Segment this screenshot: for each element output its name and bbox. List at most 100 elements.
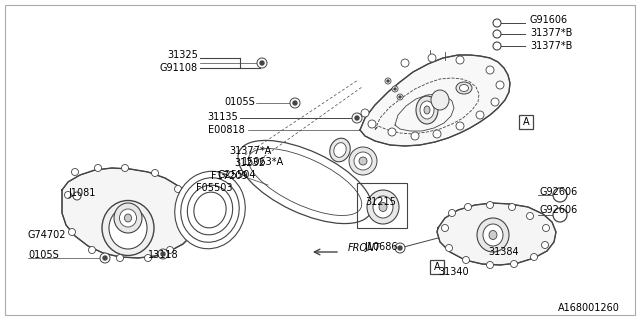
Ellipse shape	[330, 138, 350, 162]
Circle shape	[486, 261, 493, 268]
Circle shape	[456, 56, 464, 64]
Circle shape	[161, 252, 165, 256]
Text: G92606: G92606	[540, 187, 579, 197]
Circle shape	[352, 113, 362, 123]
Circle shape	[531, 253, 538, 260]
Circle shape	[290, 98, 300, 108]
Circle shape	[184, 231, 191, 238]
Circle shape	[399, 96, 401, 98]
Circle shape	[541, 242, 548, 249]
Circle shape	[361, 109, 369, 117]
Circle shape	[493, 19, 501, 27]
Circle shape	[428, 54, 436, 62]
Circle shape	[395, 243, 405, 253]
Circle shape	[486, 66, 494, 74]
Circle shape	[397, 94, 403, 100]
Text: 31384: 31384	[488, 247, 518, 257]
Text: J10686: J10686	[365, 242, 398, 252]
Ellipse shape	[120, 209, 136, 227]
Text: G25504: G25504	[218, 170, 257, 180]
Circle shape	[553, 208, 567, 222]
Circle shape	[511, 260, 518, 268]
Text: 31377*A: 31377*A	[230, 146, 272, 156]
Text: 13118: 13118	[148, 250, 179, 260]
Circle shape	[175, 186, 182, 193]
Circle shape	[293, 101, 297, 105]
Polygon shape	[437, 203, 556, 265]
Circle shape	[392, 86, 398, 92]
Ellipse shape	[114, 203, 142, 233]
Ellipse shape	[431, 90, 449, 110]
Circle shape	[411, 132, 419, 140]
Ellipse shape	[349, 147, 377, 175]
Ellipse shape	[420, 101, 434, 119]
Text: 31325: 31325	[167, 50, 198, 60]
Ellipse shape	[359, 157, 367, 165]
Circle shape	[388, 128, 396, 136]
Circle shape	[493, 30, 501, 38]
Circle shape	[509, 204, 515, 211]
Circle shape	[95, 164, 102, 172]
Text: G91606: G91606	[530, 15, 568, 25]
Ellipse shape	[194, 192, 226, 228]
Circle shape	[394, 88, 396, 90]
Bar	[519, 115, 533, 129]
Text: 0105S: 0105S	[224, 97, 255, 107]
Circle shape	[166, 246, 173, 253]
Ellipse shape	[125, 214, 131, 222]
Ellipse shape	[175, 171, 245, 249]
Circle shape	[456, 122, 464, 130]
Polygon shape	[360, 55, 510, 146]
Bar	[430, 260, 444, 274]
Ellipse shape	[354, 152, 372, 170]
Circle shape	[449, 210, 456, 217]
Text: 31340: 31340	[438, 267, 468, 277]
Text: 31232: 31232	[234, 158, 265, 168]
Text: A: A	[434, 262, 440, 272]
Ellipse shape	[477, 218, 509, 252]
Text: G74702: G74702	[28, 230, 67, 240]
Circle shape	[257, 58, 267, 68]
Polygon shape	[62, 168, 198, 258]
Ellipse shape	[109, 207, 147, 249]
Circle shape	[433, 130, 441, 138]
Circle shape	[189, 206, 196, 213]
Circle shape	[368, 120, 376, 128]
Text: A: A	[523, 117, 529, 127]
Circle shape	[158, 249, 168, 259]
Text: 31377*B: 31377*B	[530, 28, 572, 38]
Circle shape	[543, 225, 550, 231]
Ellipse shape	[489, 230, 497, 239]
Circle shape	[486, 202, 493, 209]
Circle shape	[72, 169, 79, 175]
Text: 31215: 31215	[365, 197, 396, 207]
Text: 31377*B: 31377*B	[530, 41, 572, 51]
Ellipse shape	[180, 178, 239, 242]
Text: J1081: J1081	[68, 188, 95, 198]
Circle shape	[527, 212, 534, 220]
Circle shape	[260, 61, 264, 65]
Text: G92606: G92606	[540, 205, 579, 215]
Circle shape	[496, 81, 504, 89]
Text: F05503: F05503	[196, 183, 232, 193]
Text: 15063*A: 15063*A	[242, 157, 284, 167]
Bar	[357, 183, 407, 228]
Circle shape	[445, 244, 452, 252]
Ellipse shape	[483, 224, 503, 246]
Text: 31135: 31135	[207, 112, 238, 122]
Ellipse shape	[424, 106, 430, 114]
Circle shape	[463, 257, 470, 263]
Circle shape	[398, 246, 402, 250]
Text: FRONT: FRONT	[348, 243, 381, 253]
Circle shape	[401, 59, 409, 67]
Text: G91108: G91108	[160, 63, 198, 73]
Text: 0105S: 0105S	[28, 250, 59, 260]
Circle shape	[493, 42, 501, 50]
Circle shape	[100, 253, 110, 263]
Ellipse shape	[373, 196, 393, 218]
Ellipse shape	[416, 96, 438, 124]
Ellipse shape	[367, 190, 399, 224]
Circle shape	[152, 170, 159, 177]
Text: F17209: F17209	[211, 171, 248, 181]
Ellipse shape	[102, 201, 154, 255]
